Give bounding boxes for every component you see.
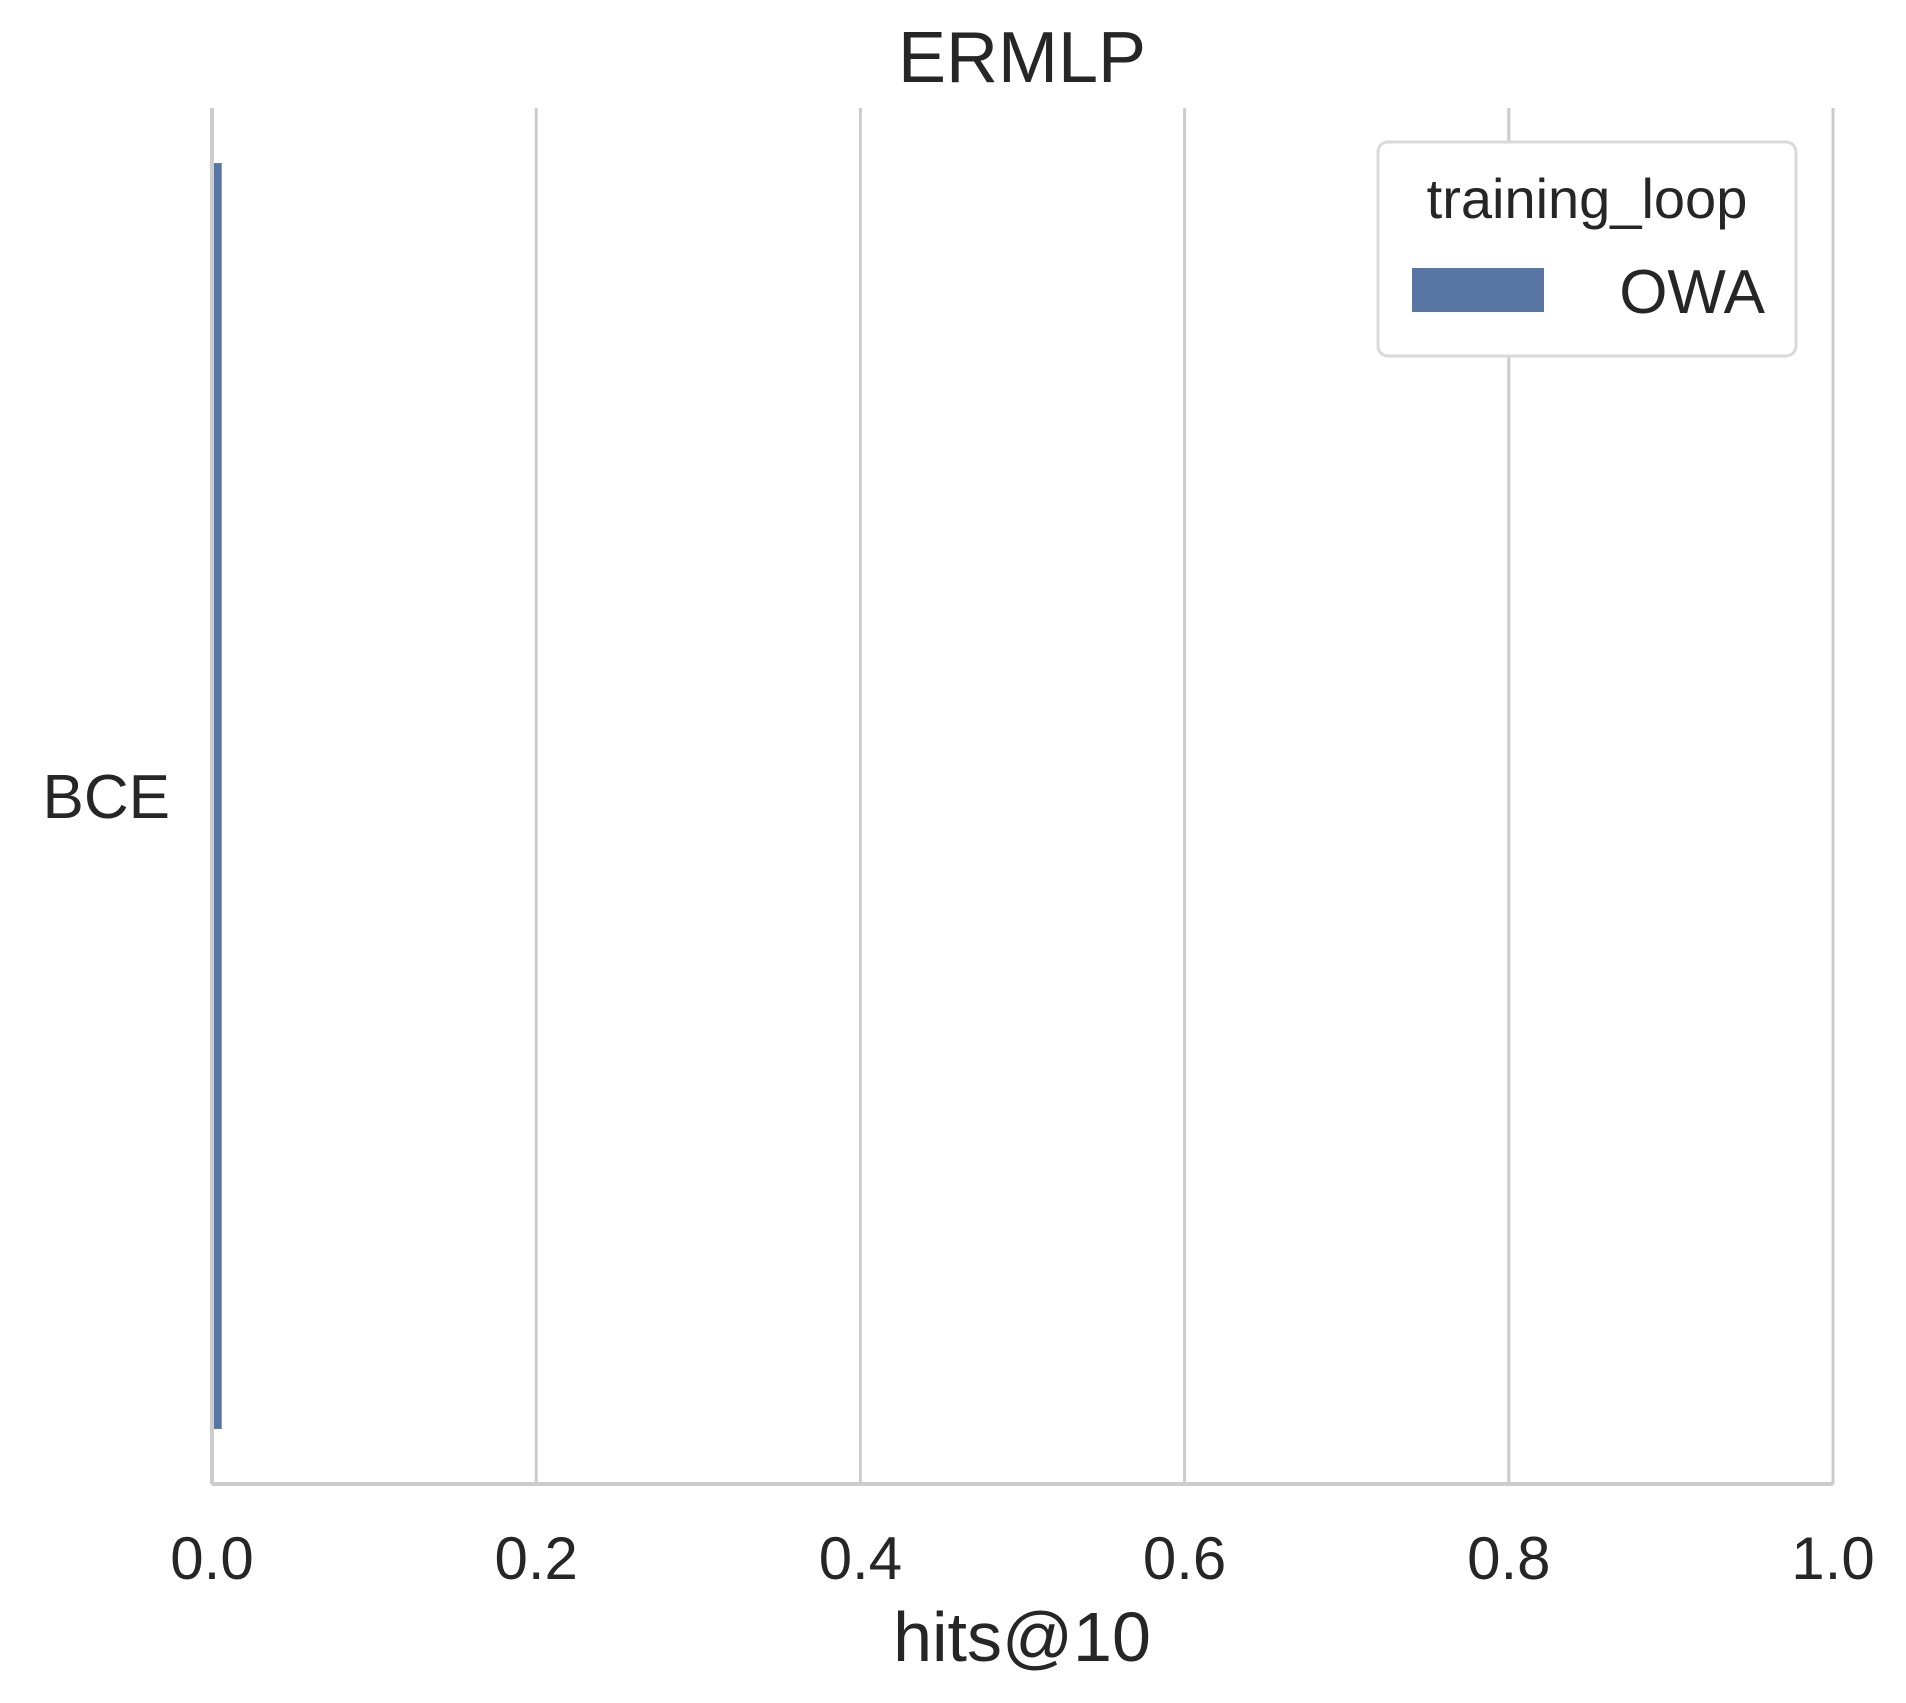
x-axis-label: hits@10 — [893, 1598, 1151, 1676]
x-tick-label: 0.0 — [170, 1525, 253, 1592]
x-tick-labels: 0.0 0.2 0.4 0.6 0.8 1.0 — [170, 1525, 1874, 1592]
legend: training_loop OWA — [1376, 140, 1798, 358]
x-tick-label: 0.8 — [1467, 1525, 1550, 1592]
legend-title: training_loop — [1427, 167, 1748, 230]
x-tick-label: 0.4 — [819, 1525, 902, 1592]
legend-label-owa: OWA — [1619, 258, 1765, 327]
bars — [212, 163, 222, 1429]
legend-swatch-owa — [1412, 268, 1544, 312]
x-tick-label: 0.2 — [494, 1525, 577, 1592]
x-tick-label: 0.6 — [1143, 1525, 1226, 1592]
y-category-labels: BCE — [43, 763, 170, 832]
bar-owa-bce — [212, 163, 222, 1429]
y-category-label: BCE — [43, 763, 170, 832]
chart-title: ERMLP — [898, 18, 1146, 98]
x-tick-label: 1.0 — [1791, 1525, 1874, 1592]
